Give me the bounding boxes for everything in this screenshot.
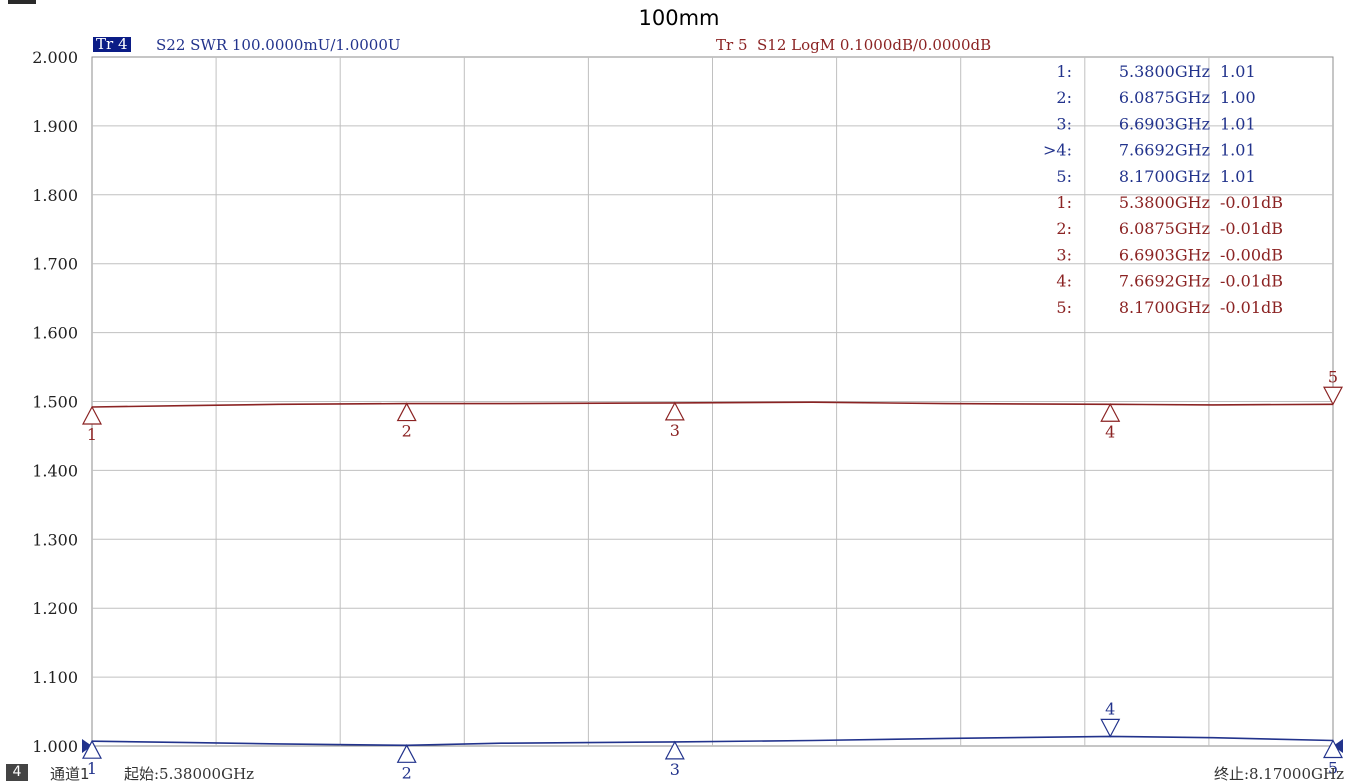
readout-frequency: 6.6903GHz — [1119, 245, 1210, 264]
marker-triangle[interactable] — [396, 402, 417, 422]
channel-label: 通道1 — [50, 765, 90, 783]
y-tick-label: 1.600 — [32, 324, 78, 343]
marker-triangle[interactable] — [1323, 386, 1343, 406]
readout-value: 1.01 — [1220, 141, 1256, 160]
marker-readout-table: 1: 5.3800GHz 1.01 2: 6.0875GHz 1.00 3: 6.6903GH… — [1043, 62, 1283, 317]
top-strip-box — [8, 0, 36, 4]
marker-number: 4 — [1105, 422, 1115, 441]
readout-marker-label: 3: — [1056, 245, 1072, 264]
readout-frequency: 5.3800GHz — [1119, 193, 1210, 212]
trace4-info: S22 SWR 100.0000mU/1.0000U — [156, 36, 401, 54]
readout-marker-label: 5: — [1056, 298, 1072, 317]
y-tick-label: 1.500 — [32, 393, 78, 412]
stop-frequency: 终止:8.17000GHz — [1213, 765, 1344, 783]
readout-marker-label: 2: — [1056, 219, 1072, 238]
readout-value: -0.01dB — [1220, 193, 1283, 212]
markers: 1 2 3 4 5 1 2 3 4 5 — [82, 367, 1343, 782]
readout-marker-label: >4: — [1043, 141, 1072, 160]
marker-triangle[interactable] — [396, 744, 417, 763]
y-tick-label: 1.800 — [32, 186, 78, 205]
marker-number: 2 — [402, 763, 412, 782]
readout-frequency: 7.6692GHz — [1119, 272, 1210, 291]
readout-marker-label: 5: — [1056, 167, 1072, 186]
marker-number: 5 — [1328, 367, 1338, 386]
readout-marker-label: 1: — [1056, 193, 1072, 212]
readout-frequency: 8.1700GHz — [1119, 167, 1210, 186]
y-tick-label: 1.300 — [32, 530, 78, 549]
marker-triangle[interactable] — [82, 405, 102, 425]
readout-frequency: 7.6692GHz — [1119, 141, 1210, 160]
readout-frequency: 6.0875GHz — [1119, 219, 1210, 238]
channel-number[interactable]: 4 — [6, 764, 28, 781]
readout-marker-label: 3: — [1056, 114, 1072, 133]
y-tick-label: 2.000 — [32, 48, 78, 67]
y-tick-label: 1.400 — [32, 461, 78, 480]
marker-number: 3 — [670, 760, 680, 779]
status-bar: 4 通道1 起始:5.38000GHz 终止:8.17000GHz — [0, 763, 1358, 783]
readout-frequency: 6.0875GHz — [1119, 88, 1210, 107]
reference-arrow-left — [82, 739, 92, 753]
readout-value: -0.01dB — [1220, 219, 1283, 238]
readout-value: 1.00 — [1220, 88, 1256, 107]
readout-marker-label: 1: — [1056, 62, 1072, 81]
marker-triangle[interactable] — [1323, 739, 1343, 759]
top-status-strip — [0, 0, 1358, 8]
marker-triangle[interactable] — [1100, 402, 1121, 422]
readout-value: -0.00dB — [1220, 245, 1283, 264]
readout-frequency: 6.6903GHz — [1119, 114, 1210, 133]
y-tick-label: 1.200 — [32, 599, 78, 618]
readout-marker-label: 2: — [1056, 88, 1072, 107]
marker-number: 2 — [402, 422, 412, 441]
y-tick-label: 1.900 — [32, 117, 78, 136]
trace4-tag[interactable]: Tr 4 — [93, 37, 131, 52]
grid — [91, 56, 1334, 747]
marker-triangle[interactable] — [1100, 718, 1121, 738]
marker-number: 1 — [87, 425, 97, 444]
reference-arrow-right — [1333, 739, 1343, 753]
marker-triangle[interactable] — [664, 740, 685, 760]
readout-value: -0.01dB — [1220, 298, 1283, 317]
marker-triangle[interactable] — [82, 739, 102, 759]
marker-number: 1 — [87, 759, 97, 778]
readout-value: 1.01 — [1220, 62, 1256, 81]
y-tick-label: 1.100 — [32, 668, 78, 687]
marker-triangle[interactable] — [664, 401, 685, 421]
readout-frequency: 5.3800GHz — [1119, 62, 1210, 81]
trace5-info: Tr 5 S12 LogM 0.1000dB/0.0000dB — [716, 36, 992, 54]
readout-value: 1.01 — [1220, 114, 1256, 133]
readout-frequency: 8.1700GHz — [1119, 298, 1210, 317]
marker-number: 4 — [1105, 699, 1115, 718]
readout-value: 1.01 — [1220, 167, 1256, 186]
chart-title: 100mm — [638, 6, 720, 30]
readout-marker-label: 4: — [1056, 272, 1072, 291]
y-tick-label: 1.700 — [32, 255, 78, 274]
start-frequency: 起始:5.38000GHz — [124, 765, 255, 783]
y-axis-ticks: 2.000 1.900 1.800 1.700 1.600 1.500 1.400 1.300… — [32, 48, 78, 756]
marker-number: 5 — [1328, 758, 1338, 777]
readout-value: -0.01dB — [1220, 272, 1283, 291]
y-tick-label: 1.000 — [32, 737, 78, 756]
marker-number: 3 — [670, 421, 680, 440]
